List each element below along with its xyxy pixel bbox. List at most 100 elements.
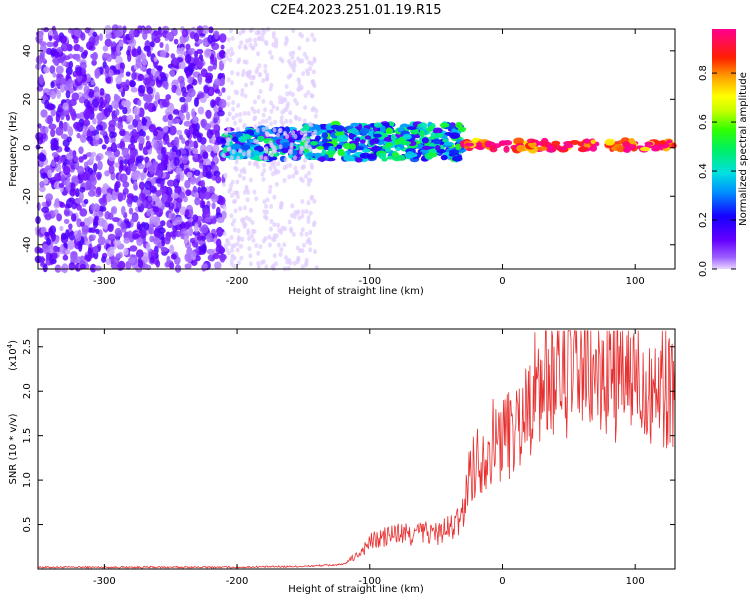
spectrogram-cell — [193, 56, 200, 65]
spectrogram-cell — [229, 213, 234, 219]
spectrogram-cell — [229, 258, 234, 264]
spectrogram-x-axis-label: Height of straight line (km) — [288, 286, 424, 297]
spectrogram-y-tick-label: 20 — [22, 93, 33, 106]
spectrogram-cell — [279, 115, 284, 121]
spectrogram-cell — [65, 114, 71, 121]
spectrogram-cell — [116, 43, 121, 54]
spectrogram-cell — [242, 189, 247, 195]
spectrogram-cell — [289, 145, 294, 151]
spectrogram-cell — [58, 78, 67, 85]
spectrogram-cell — [82, 119, 91, 127]
spectrogram-cell — [235, 90, 240, 96]
spectrogram-cell — [299, 149, 303, 155]
spectrogram-cell — [181, 137, 186, 144]
spectrogram-cell — [300, 227, 305, 233]
spectrogram-cell — [269, 142, 274, 148]
spectrogram-cell — [248, 37, 253, 43]
snr-multiplier-base: (x10 — [8, 348, 19, 371]
spectrogram-cell — [476, 141, 482, 150]
spectrogram-cell — [132, 118, 139, 128]
spectrogram-cell — [76, 204, 82, 211]
spectrogram-cell — [247, 72, 251, 77]
spectrogram-cell — [288, 73, 293, 78]
spectrogram-cell — [110, 142, 118, 153]
spectrogram-cell — [385, 147, 392, 153]
spectrogram-cell — [121, 100, 127, 107]
snr-frame — [37, 328, 676, 570]
spectrogram-cell — [197, 74, 203, 85]
spectrogram-cell — [97, 160, 103, 171]
spectrogram-cell — [201, 25, 210, 35]
spectrogram-cell — [239, 40, 244, 46]
spectrogram-cell — [69, 108, 76, 117]
spectrogram-cell — [180, 46, 185, 56]
spectrogram-cell — [44, 99, 50, 110]
spectrogram-cell — [68, 197, 75, 203]
spectrogram-cell — [53, 41, 59, 48]
spectrogram-cell — [155, 259, 161, 268]
spectrogram-cell — [190, 251, 197, 261]
spectrogram-cell — [256, 94, 261, 100]
spectrogram-cell — [49, 65, 56, 74]
spectrogram-cell — [242, 110, 247, 116]
spectrogram-cell — [305, 37, 310, 43]
spectrogram-cell — [232, 136, 239, 143]
spectrogram-cell — [161, 98, 170, 108]
spectrogram-cell — [242, 59, 247, 65]
spectrogram-cell — [197, 92, 205, 99]
spectrogram-cell — [238, 112, 243, 117]
spectrogram-cell — [122, 135, 131, 143]
spectrogram-cell — [70, 250, 78, 260]
spectrogram-cell — [301, 209, 306, 215]
spectrogram-cell — [145, 242, 151, 252]
spectrogram-cell — [165, 94, 171, 101]
spectrogram-cell — [127, 230, 133, 240]
spectrogram-cell — [192, 185, 198, 193]
spectrogram-cell — [44, 213, 52, 221]
spectrogram-cell — [84, 161, 88, 168]
spectrogram-cell — [81, 225, 90, 233]
spectrogram-cell — [290, 203, 295, 209]
spectrogram-cell — [213, 155, 218, 164]
spectrogram-cell — [48, 123, 57, 130]
spectrogram-cell — [145, 135, 150, 141]
spectrogram-cell — [95, 171, 102, 180]
spectrogram-cell — [379, 125, 386, 133]
spectrogram-cell — [256, 108, 261, 114]
spectrogram-cell — [213, 170, 221, 177]
spectrogram-cell — [230, 143, 242, 150]
spectrogram-cell — [40, 109, 48, 118]
spectrogram-cell — [306, 215, 311, 220]
spectrogram-cell — [233, 165, 238, 171]
spectrogram-cell — [251, 237, 256, 243]
snr-y-tick-label: 2.5 — [22, 339, 33, 355]
spectrogram-cell — [240, 236, 245, 242]
spectrogram-cell — [272, 253, 277, 259]
spectrogram-cell — [90, 79, 96, 86]
spectrogram-cell — [184, 263, 192, 270]
spectrogram-cell — [214, 78, 221, 86]
spectrogram-cell — [59, 225, 64, 232]
spectrogram-cell — [94, 265, 102, 272]
spectrogram-cell — [126, 193, 135, 200]
spectrogram-cell — [86, 128, 94, 139]
spectrogram-cell — [583, 138, 591, 144]
spectrogram-cell — [128, 29, 135, 40]
spectrogram-cell — [264, 41, 269, 47]
spectrogram-cell — [204, 208, 211, 219]
spectrogram-cell — [193, 169, 201, 176]
spectrogram-cell — [196, 235, 203, 241]
spectrogram-cell — [171, 79, 180, 85]
spectrogram-cell — [132, 213, 139, 223]
spectrogram-cell — [252, 99, 257, 105]
spectrogram-cell — [83, 109, 92, 119]
spectrogram-cell — [232, 218, 237, 224]
spectrogram-cell — [206, 232, 213, 243]
spectrogram-cell — [283, 41, 288, 47]
spectrogram-cell — [166, 32, 174, 40]
spectrogram-cell — [257, 121, 262, 127]
spectrogram-cell — [109, 131, 115, 139]
spectrogram-cell — [98, 33, 103, 41]
spectrogram-cell — [299, 130, 304, 136]
spectrogram-cell — [243, 44, 248, 49]
